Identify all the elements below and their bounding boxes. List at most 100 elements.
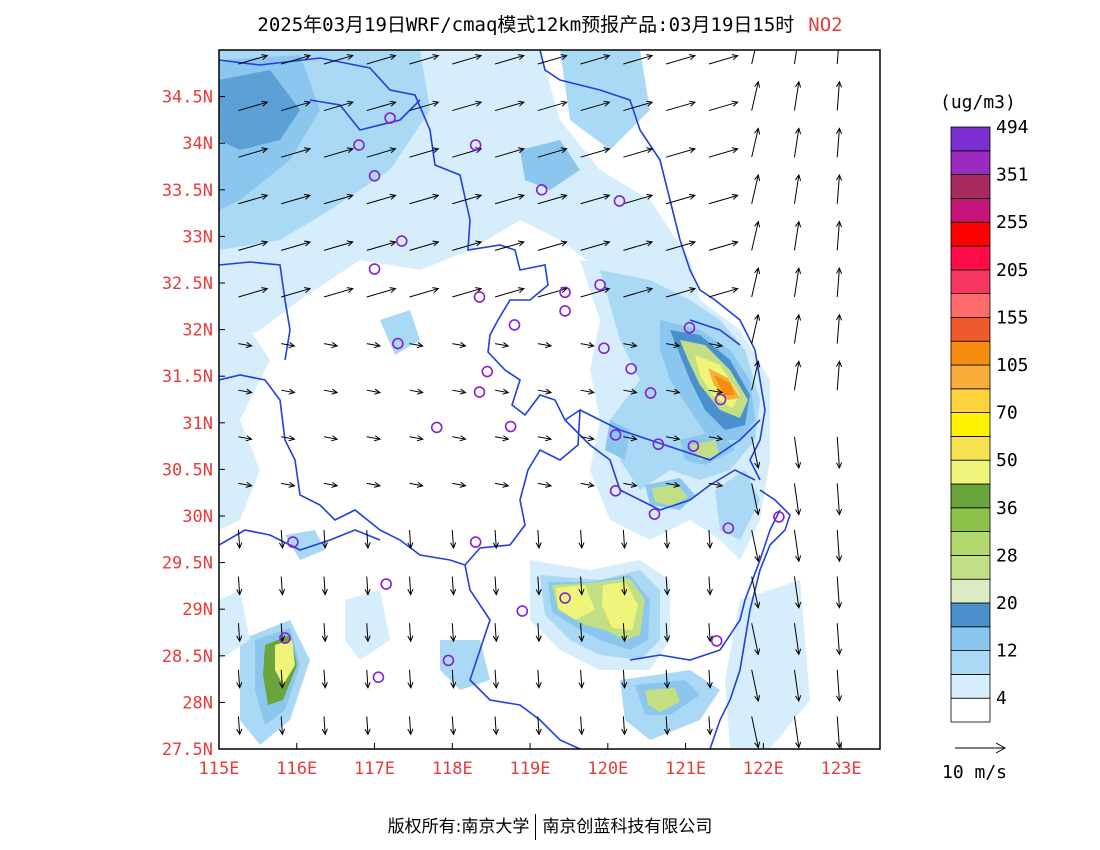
wind-arrow xyxy=(238,288,268,298)
wind-arrow xyxy=(238,389,252,394)
station-marker xyxy=(535,184,548,196)
wind-arrowhead xyxy=(374,481,382,488)
wind-arrow xyxy=(409,389,423,394)
wind-arrowhead xyxy=(389,54,397,60)
station-marker xyxy=(687,440,700,452)
wind-arrow xyxy=(580,529,583,549)
wind-arrowhead xyxy=(321,728,328,736)
wind-arrowhead xyxy=(673,388,681,395)
wind-arrow xyxy=(281,343,295,347)
wind-arrow xyxy=(751,221,759,251)
wind-arrowhead xyxy=(475,193,483,200)
wind-arrow xyxy=(366,482,381,487)
wind-arrowhead xyxy=(475,54,483,60)
wind-arrowhead xyxy=(578,728,585,736)
wind-arrowhead xyxy=(432,287,440,293)
wind-arrow xyxy=(366,576,369,595)
wind-arrowhead xyxy=(374,388,382,395)
wind-arrow xyxy=(708,194,738,205)
wind-arrowhead xyxy=(688,100,697,107)
wind-arrowhead xyxy=(450,635,457,643)
wind-arrow xyxy=(751,436,759,469)
wind-arrow xyxy=(537,436,552,440)
wind-arrowhead xyxy=(535,635,542,643)
wind-arrowhead xyxy=(432,193,440,200)
wind-arrow xyxy=(409,241,439,251)
wind-arrow xyxy=(537,623,540,642)
wind-arrow xyxy=(666,101,696,112)
wind-arrow xyxy=(409,101,439,112)
wind-arrow xyxy=(451,576,454,595)
title-main: 2025年03月19日WRF/cmaq模式12km预报产品:03月19日15时 xyxy=(257,14,795,36)
wind-arrowhead xyxy=(716,481,724,488)
lat-tick-label: 34.5N xyxy=(162,88,213,108)
wind-arrow xyxy=(452,55,482,65)
wind-arrow xyxy=(751,81,759,111)
wind-arrow xyxy=(793,669,800,702)
wind-arrow xyxy=(793,716,800,748)
wind-arrow xyxy=(494,55,525,65)
station-marker xyxy=(559,305,571,317)
wind-arrow xyxy=(409,482,423,487)
wind-arrow xyxy=(280,623,283,642)
wind-arrowhead xyxy=(364,728,371,736)
wind-arrowhead xyxy=(754,695,761,703)
wind-arrow xyxy=(622,669,626,688)
wind-vector-field xyxy=(236,50,843,749)
wind-arrowhead xyxy=(374,342,382,349)
wind-arrow xyxy=(409,669,412,688)
lat-tick-label: 30N xyxy=(182,507,213,527)
wind-arrowhead xyxy=(288,342,296,349)
station-marker xyxy=(380,578,392,590)
wind-arrow xyxy=(708,623,711,642)
wind-arrow xyxy=(708,482,723,487)
wind-arrow xyxy=(366,288,396,298)
wind-arrowhead xyxy=(835,220,843,228)
wind-arrowhead xyxy=(836,648,843,656)
wind-arrowhead xyxy=(754,360,761,368)
station-marker xyxy=(469,536,482,548)
wind-arrowhead xyxy=(407,588,414,596)
wind-arrowhead xyxy=(346,193,354,200)
wind-arrowhead xyxy=(836,555,843,563)
wind-arrowhead xyxy=(475,147,483,154)
wind-arrow xyxy=(666,55,696,65)
wind-arrowhead xyxy=(663,728,671,736)
wind-arrow xyxy=(793,81,800,111)
wind-arrow xyxy=(281,194,311,205)
wind-arrowhead xyxy=(279,588,286,596)
station-marker xyxy=(559,286,571,299)
wind-arrow xyxy=(793,174,800,204)
wind-arrowhead xyxy=(389,100,397,107)
wind-arrow xyxy=(409,436,423,440)
wind-arrowhead xyxy=(578,542,585,550)
wind-arrow xyxy=(537,55,567,65)
station-marker xyxy=(598,342,610,355)
wind-arrowhead xyxy=(502,481,510,488)
wind-arrow xyxy=(494,288,525,298)
copyright-separator xyxy=(535,814,537,840)
wind-arrowhead xyxy=(236,588,243,596)
wind-arrowhead xyxy=(432,100,440,107)
wind-arrow xyxy=(836,268,840,298)
wind-arrowhead xyxy=(502,342,510,349)
wind-arrow xyxy=(537,101,567,112)
monitoring-stations xyxy=(279,112,785,684)
wind-arrowhead xyxy=(560,240,568,247)
wind-arrow xyxy=(708,576,711,595)
wind-arrow xyxy=(751,314,759,344)
wind-arrowhead xyxy=(630,342,638,349)
wind-arrow xyxy=(537,194,567,205)
wind-arrowhead xyxy=(731,54,739,60)
wind-arrow xyxy=(708,101,738,112)
wind-arrowhead xyxy=(706,542,713,550)
station-marker xyxy=(773,511,785,523)
station-marker xyxy=(710,635,723,647)
wind-arrowhead xyxy=(621,728,628,736)
wind-arrow xyxy=(836,716,840,748)
wind-arrowhead xyxy=(621,682,628,689)
wind-arrowhead xyxy=(578,635,585,643)
wind-arrowhead xyxy=(416,435,424,442)
wind-arrowhead xyxy=(432,240,440,247)
wind-arrowhead xyxy=(517,147,525,154)
